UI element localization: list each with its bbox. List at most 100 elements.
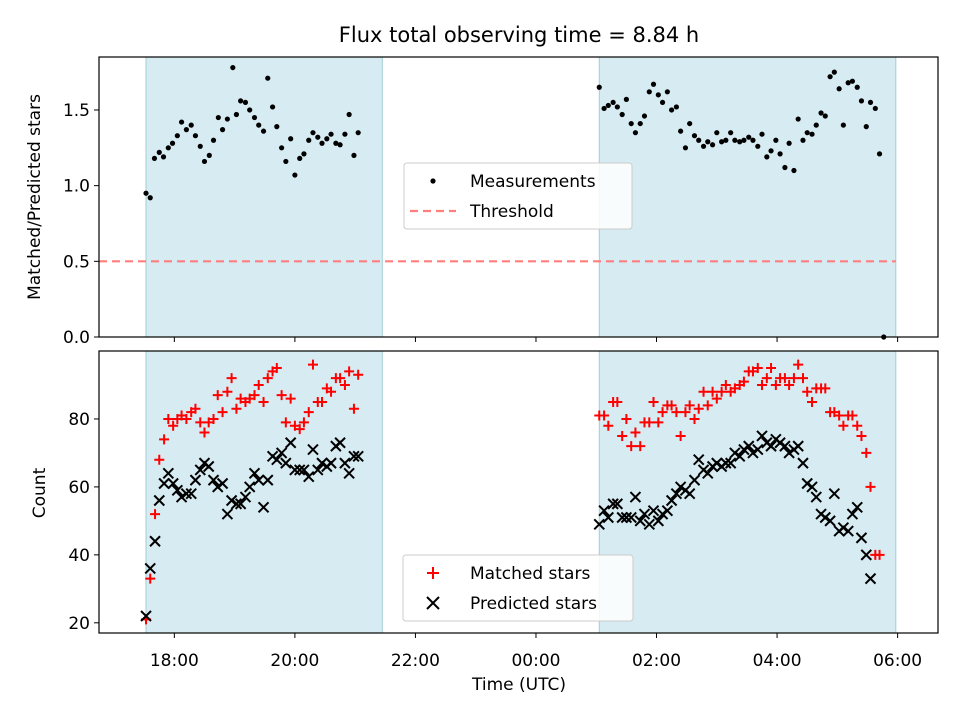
legend-matched-label: Matched stars <box>470 564 590 584</box>
measurement-point <box>319 140 325 146</box>
measurement-point <box>809 131 815 137</box>
measurement-point <box>324 136 330 142</box>
matched-star-point <box>226 373 237 384</box>
predicted-star-point <box>593 518 605 530</box>
matched-star-point <box>716 386 727 397</box>
matched-star-point <box>276 390 287 401</box>
predicted-star-point <box>144 562 156 575</box>
measurement-point <box>619 111 625 118</box>
measurement-point <box>777 151 783 157</box>
predicted-star-point <box>837 521 850 534</box>
x-tick-label: 20:00 <box>270 651 319 671</box>
predicted-star-point <box>638 508 651 520</box>
measurement-point <box>151 155 158 162</box>
matched-star-point <box>271 362 282 373</box>
matched-star-point <box>856 430 867 441</box>
predicted-star-point <box>167 477 179 490</box>
predicted-star-point <box>180 487 193 500</box>
matched-star-point <box>621 413 632 424</box>
measurement-point <box>215 114 221 121</box>
x-tick-label: 18:00 <box>150 651 199 671</box>
top-panel-ylabel: Matched/Predicted stars <box>25 94 45 300</box>
measurement-point <box>813 122 819 128</box>
matched-star-point <box>874 549 885 560</box>
measurement-point <box>849 78 856 84</box>
measurement-point <box>782 164 788 171</box>
measurement-point <box>632 130 639 136</box>
matched-star-point <box>303 407 314 418</box>
matched-star-point <box>788 373 799 384</box>
matched-star-point <box>285 393 296 404</box>
measurement-point <box>169 140 176 146</box>
measurement-point <box>224 116 230 122</box>
predicted-star-point <box>620 511 633 524</box>
predicted-star-point <box>724 457 737 469</box>
matched-star-point <box>766 362 777 373</box>
matched-star-point <box>168 420 179 431</box>
matched-star-point <box>797 373 808 384</box>
matched-star-point <box>159 434 170 445</box>
measurement-point <box>786 140 792 146</box>
measurement-point <box>737 139 743 145</box>
measurement-point <box>623 96 629 102</box>
observing-window-shade <box>146 351 383 633</box>
matched-star-point <box>258 396 269 407</box>
measurement-point <box>219 127 226 133</box>
measurement-point <box>260 128 267 134</box>
measurement-point <box>668 107 675 113</box>
predicted-star-point <box>221 508 234 520</box>
y-tick-label: 0.0 <box>63 328 90 348</box>
measurement-point <box>773 137 779 143</box>
predicted-star-point <box>738 443 750 456</box>
predicted-star-point <box>284 437 297 449</box>
measurement-point <box>827 74 833 80</box>
matched-star-point <box>653 417 664 428</box>
matched-star-point <box>212 390 223 401</box>
measurement-point <box>637 120 643 127</box>
predicted-star-point <box>616 511 628 524</box>
predicted-star-point <box>656 508 669 520</box>
predicted-star-point <box>846 508 859 520</box>
bottom-panel-frame <box>98 350 939 634</box>
predicted-star-point <box>207 474 220 486</box>
measurement-point <box>188 122 194 128</box>
measurement-point <box>709 142 716 148</box>
y-tick-label: 1.0 <box>63 177 90 197</box>
matched-star-point <box>353 369 364 380</box>
observing-window-shade <box>599 57 896 337</box>
predicted-star-point <box>275 447 288 459</box>
predicted-star-point <box>316 457 328 469</box>
predicted-star-point <box>774 437 786 449</box>
matched-star-point <box>852 420 863 431</box>
x-tick-label: 04:00 <box>753 651 802 671</box>
matched-star-point <box>626 441 637 452</box>
matched-star-point <box>208 413 219 424</box>
measurement-point <box>678 128 684 134</box>
predicted-star-point <box>806 481 818 493</box>
matched-star-point <box>657 407 668 418</box>
predicted-star-point <box>625 511 637 524</box>
measurement-point <box>705 139 711 145</box>
predicted-star-point <box>756 430 768 442</box>
matched-star-point <box>784 379 795 390</box>
matched-star-point <box>190 403 201 414</box>
matched-star-point <box>280 417 291 428</box>
matched-star-point <box>199 427 210 438</box>
matched-star-point <box>779 373 790 384</box>
matched-star-point <box>222 386 233 397</box>
bottom-legend: Matched stars Predicted stars <box>402 554 634 622</box>
measurement-point <box>197 143 203 149</box>
predicted-star-point <box>280 457 292 469</box>
measurement-point <box>728 130 734 136</box>
measurement-point <box>292 172 298 178</box>
matched-star-point <box>145 573 156 584</box>
predicted-star-point <box>352 450 364 463</box>
predicted-star-point <box>212 481 224 493</box>
measurement-point <box>274 124 280 130</box>
measurement-point <box>691 133 698 139</box>
measurement-point <box>822 113 828 119</box>
predicted-star-point <box>257 501 270 513</box>
measurement-point <box>696 137 702 143</box>
predicted-star-point <box>801 477 813 490</box>
predicted-star-point <box>158 477 170 490</box>
